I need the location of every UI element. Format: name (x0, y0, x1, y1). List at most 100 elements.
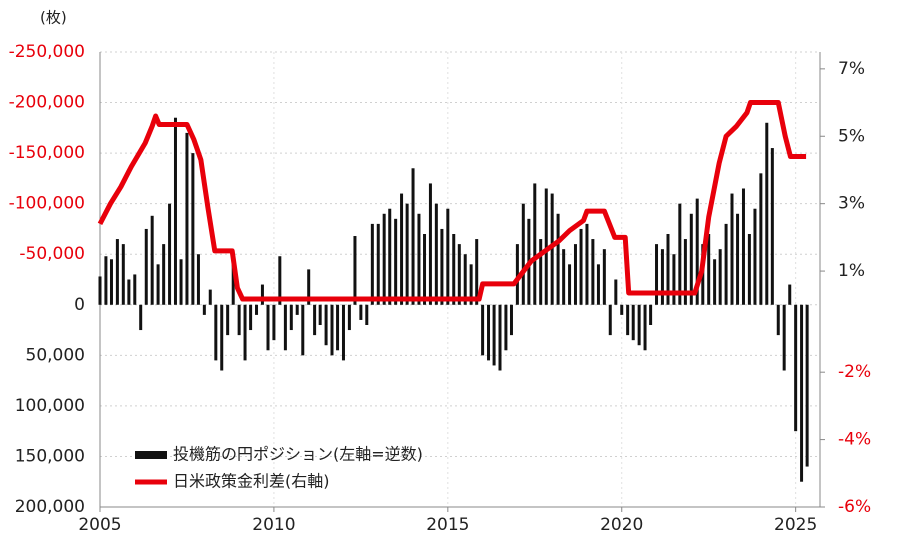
bar (376, 223, 380, 305)
legend-swatch (135, 451, 167, 459)
bar (556, 213, 560, 305)
bar (568, 264, 572, 305)
bar (417, 213, 421, 305)
bar (156, 264, 160, 305)
bar (730, 193, 734, 305)
bar (341, 304, 345, 361)
bar (614, 279, 618, 305)
bar (283, 304, 287, 351)
bar (400, 193, 404, 305)
bar (255, 304, 259, 315)
bar (382, 213, 386, 305)
bar (150, 215, 154, 305)
y-tick-label: 50,000 (26, 345, 85, 365)
bar (678, 203, 682, 305)
y2-tick-label: 5% (838, 126, 865, 146)
bar (515, 244, 519, 305)
bar (794, 304, 798, 432)
bar (434, 203, 438, 305)
bar (423, 234, 427, 305)
bar (388, 208, 392, 305)
bar (521, 203, 525, 305)
bar (405, 203, 409, 305)
y2-tick-label: 3% (838, 194, 865, 214)
bar (695, 198, 699, 305)
bar (446, 208, 450, 305)
bar (202, 304, 206, 315)
bar (776, 304, 780, 336)
bar (278, 256, 282, 305)
bar (759, 173, 763, 305)
bar (272, 304, 276, 341)
bar (562, 249, 566, 305)
bar (249, 304, 253, 331)
bar (139, 304, 143, 331)
bar (173, 117, 177, 305)
bar (243, 304, 247, 361)
x-tick-label: 2020 (600, 515, 643, 535)
bar (655, 244, 659, 305)
bar (689, 213, 693, 305)
bar (98, 276, 102, 305)
bar (336, 304, 340, 351)
bar (359, 304, 363, 320)
bar (133, 274, 137, 305)
bar (226, 304, 230, 336)
y-tick-label: 200,000 (15, 497, 85, 517)
bar (231, 264, 235, 305)
bar (428, 183, 432, 305)
bar (683, 239, 687, 305)
bar (608, 304, 612, 336)
bar (788, 284, 792, 305)
bar (660, 249, 664, 305)
x-tick-label: 2025 (774, 515, 817, 535)
bar (208, 289, 212, 305)
bar (144, 228, 148, 305)
bar (457, 244, 461, 305)
bar (330, 304, 334, 356)
bar (481, 304, 485, 356)
y-tick-label: -200,000 (9, 93, 85, 113)
bar (585, 223, 589, 305)
bar (573, 244, 577, 305)
bar (498, 304, 502, 371)
bar (602, 249, 606, 305)
bar (115, 239, 119, 305)
bar (411, 168, 415, 305)
bar (127, 279, 131, 305)
x-tick-label: 2010 (252, 515, 295, 535)
bar (626, 304, 630, 336)
y2-tick-label: -6% (838, 497, 871, 517)
bar (168, 203, 172, 305)
bar (440, 228, 444, 305)
y-unit-label: (枚) (40, 9, 67, 27)
bar (544, 188, 548, 305)
bar (394, 218, 398, 305)
bar (800, 304, 804, 482)
bar (504, 304, 508, 351)
bar (289, 304, 293, 331)
bar (713, 259, 717, 305)
bar (260, 284, 264, 305)
bar (707, 234, 711, 305)
x-tick-label: 2015 (426, 515, 469, 535)
bar (741, 188, 745, 305)
bar (301, 304, 305, 356)
y2-tick-label: 1% (838, 261, 865, 281)
y2-tick-label: -2% (838, 362, 871, 382)
bar (666, 234, 670, 305)
bar (307, 269, 311, 305)
y2-tick-label: 7% (838, 59, 865, 79)
bar (509, 304, 513, 336)
bar (631, 304, 635, 341)
bar (736, 213, 740, 305)
bar (196, 254, 200, 305)
bar (365, 304, 369, 325)
y-tick-label: 0 (74, 295, 85, 315)
bar (347, 304, 351, 331)
legend-label: 日米政策金利差(右軸) (173, 472, 330, 491)
bar (191, 153, 195, 305)
bar (753, 208, 757, 305)
bar (643, 304, 647, 351)
